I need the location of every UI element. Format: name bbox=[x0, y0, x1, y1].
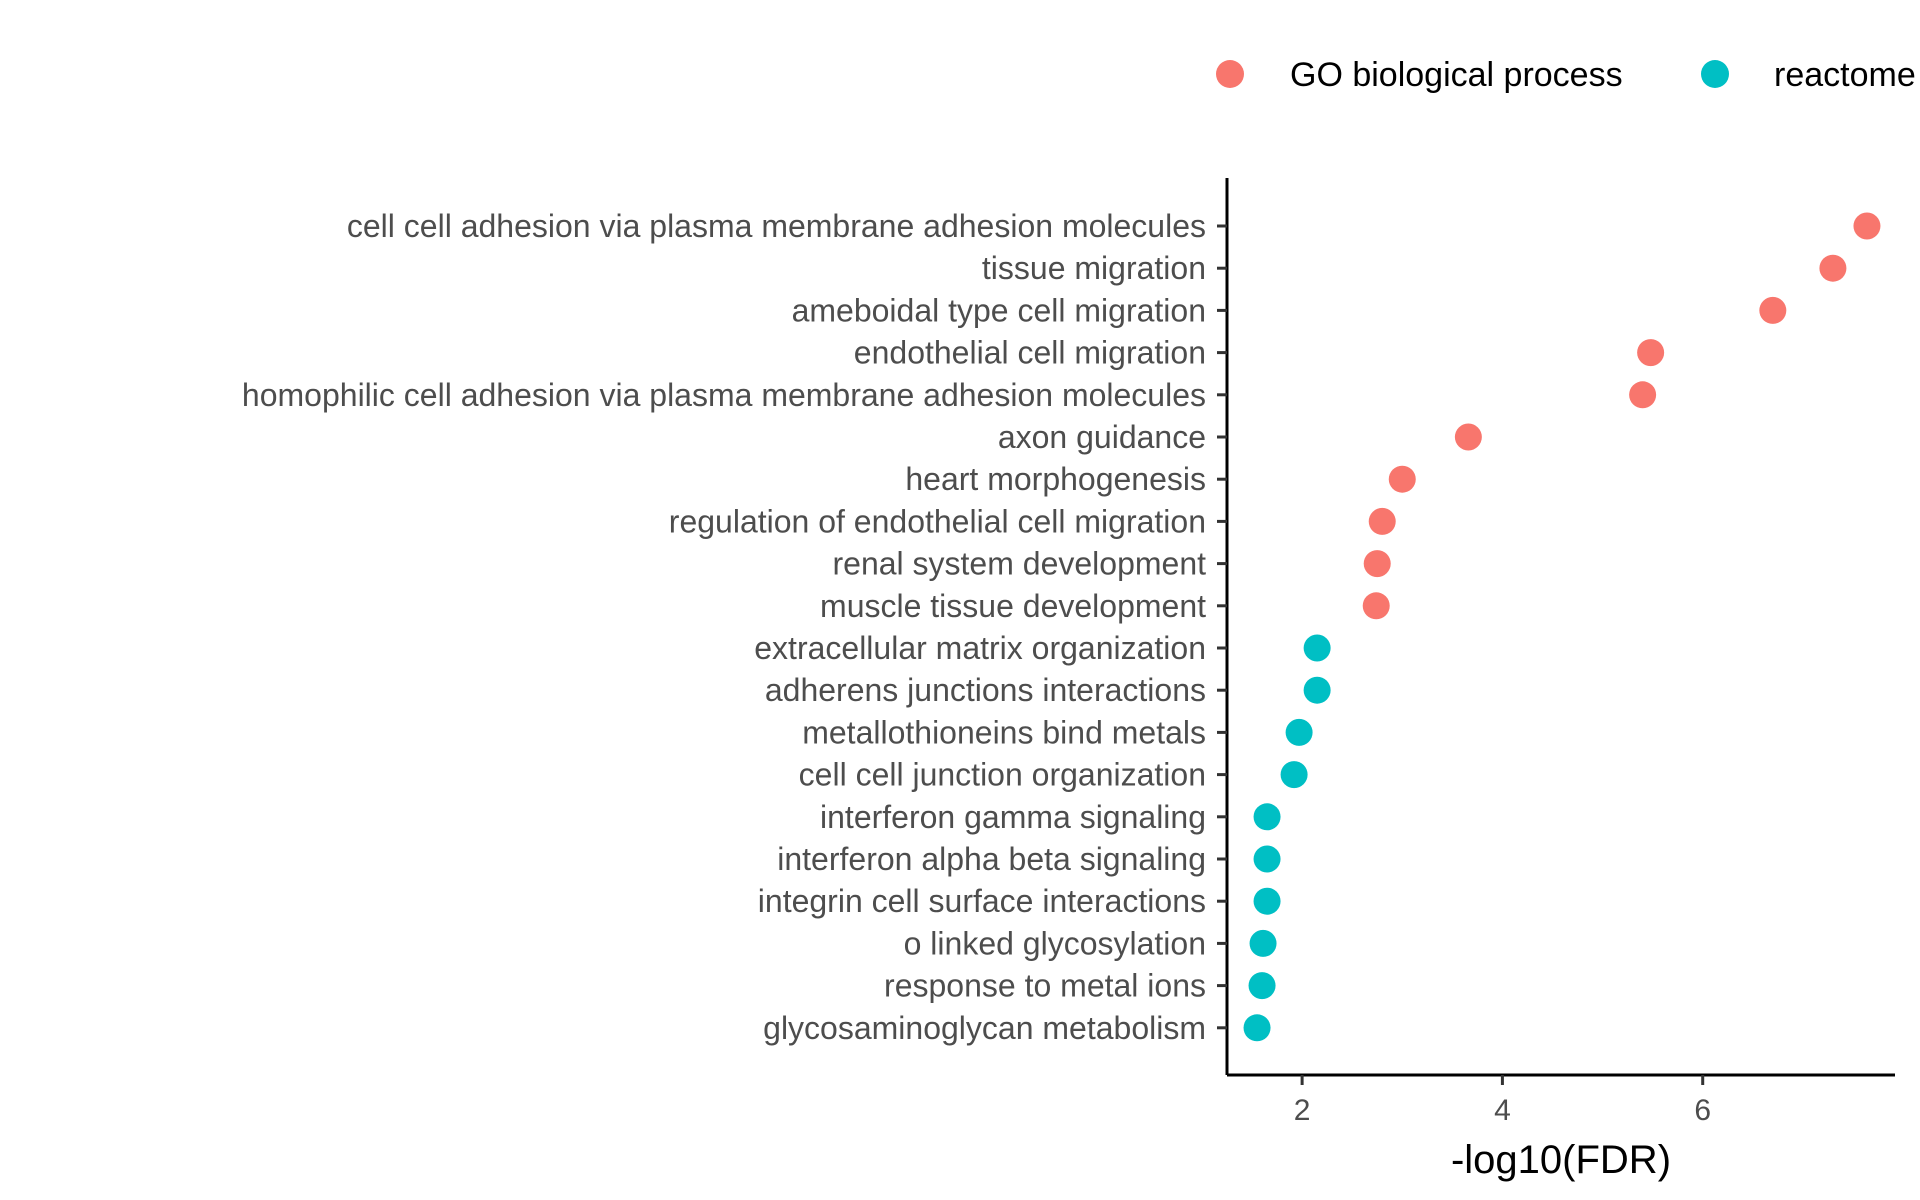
y-tick-label: cell cell junction organization bbox=[799, 757, 1206, 793]
x-tick-label: 4 bbox=[1494, 1094, 1511, 1127]
y-tick-label: regulation of endothelial cell migration bbox=[669, 503, 1206, 539]
data-point bbox=[1303, 634, 1331, 662]
data-point bbox=[1285, 718, 1313, 746]
y-tick-label: tissue migration bbox=[982, 250, 1206, 286]
data-point bbox=[1759, 296, 1787, 324]
data-point bbox=[1853, 212, 1881, 240]
data-point bbox=[1629, 381, 1657, 409]
data-point bbox=[1253, 887, 1281, 915]
y-tick-label: muscle tissue development bbox=[820, 588, 1206, 624]
y-tick-label: glycosaminoglycan metabolism bbox=[763, 1010, 1206, 1046]
y-tick-label: endothelial cell migration bbox=[854, 335, 1206, 371]
legend: GO biological process reactome bbox=[1216, 56, 1916, 94]
data-point bbox=[1454, 423, 1482, 451]
x-tick-label: 6 bbox=[1694, 1094, 1711, 1127]
data-point bbox=[1368, 507, 1396, 535]
y-tick-label: renal system development bbox=[832, 546, 1206, 582]
data-point bbox=[1363, 550, 1391, 578]
y-tick-label: adherens junctions interactions bbox=[765, 672, 1206, 708]
legend-key bbox=[1701, 60, 1729, 88]
data-points bbox=[1243, 212, 1881, 1042]
data-point bbox=[1253, 803, 1281, 831]
data-point bbox=[1362, 592, 1390, 620]
x-tick-label: 2 bbox=[1294, 1094, 1311, 1127]
y-axis: cell cell adhesion via plasma membrane a… bbox=[242, 178, 1229, 1075]
y-tick-label: extracellular matrix organization bbox=[754, 630, 1206, 666]
y-tick-label: interferon alpha beta signaling bbox=[777, 841, 1206, 877]
y-tick-label: homophilic cell adhesion via plasma memb… bbox=[242, 377, 1206, 413]
legend-label: GO biological process bbox=[1290, 56, 1623, 94]
y-tick-label: integrin cell surface interactions bbox=[758, 883, 1206, 919]
legend-label: reactome bbox=[1774, 56, 1916, 94]
y-tick-label: interferon gamma signaling bbox=[820, 799, 1206, 835]
data-point bbox=[1249, 929, 1277, 957]
data-point bbox=[1243, 1014, 1271, 1042]
data-point bbox=[1388, 465, 1416, 493]
y-tick-label: metallothioneins bind metals bbox=[802, 714, 1206, 750]
data-point bbox=[1819, 254, 1847, 282]
x-axis-title: -log10(FDR) bbox=[1451, 1138, 1671, 1182]
y-tick-label: ameboidal type cell migration bbox=[792, 292, 1206, 328]
y-tick-label: cell cell adhesion via plasma membrane a… bbox=[347, 208, 1206, 244]
data-point bbox=[1637, 339, 1665, 367]
y-tick-label: response to metal ions bbox=[884, 968, 1206, 1004]
y-tick-label: heart morphogenesis bbox=[905, 461, 1206, 497]
data-point bbox=[1280, 761, 1308, 789]
legend-key bbox=[1216, 60, 1244, 88]
data-point bbox=[1248, 972, 1276, 1000]
data-point bbox=[1303, 676, 1331, 704]
x-axis: 2 4 6 bbox=[1227, 1073, 1895, 1127]
y-tick-label: o linked glycosylation bbox=[904, 925, 1206, 961]
y-tick-label: axon guidance bbox=[998, 419, 1206, 455]
data-point bbox=[1253, 845, 1281, 873]
